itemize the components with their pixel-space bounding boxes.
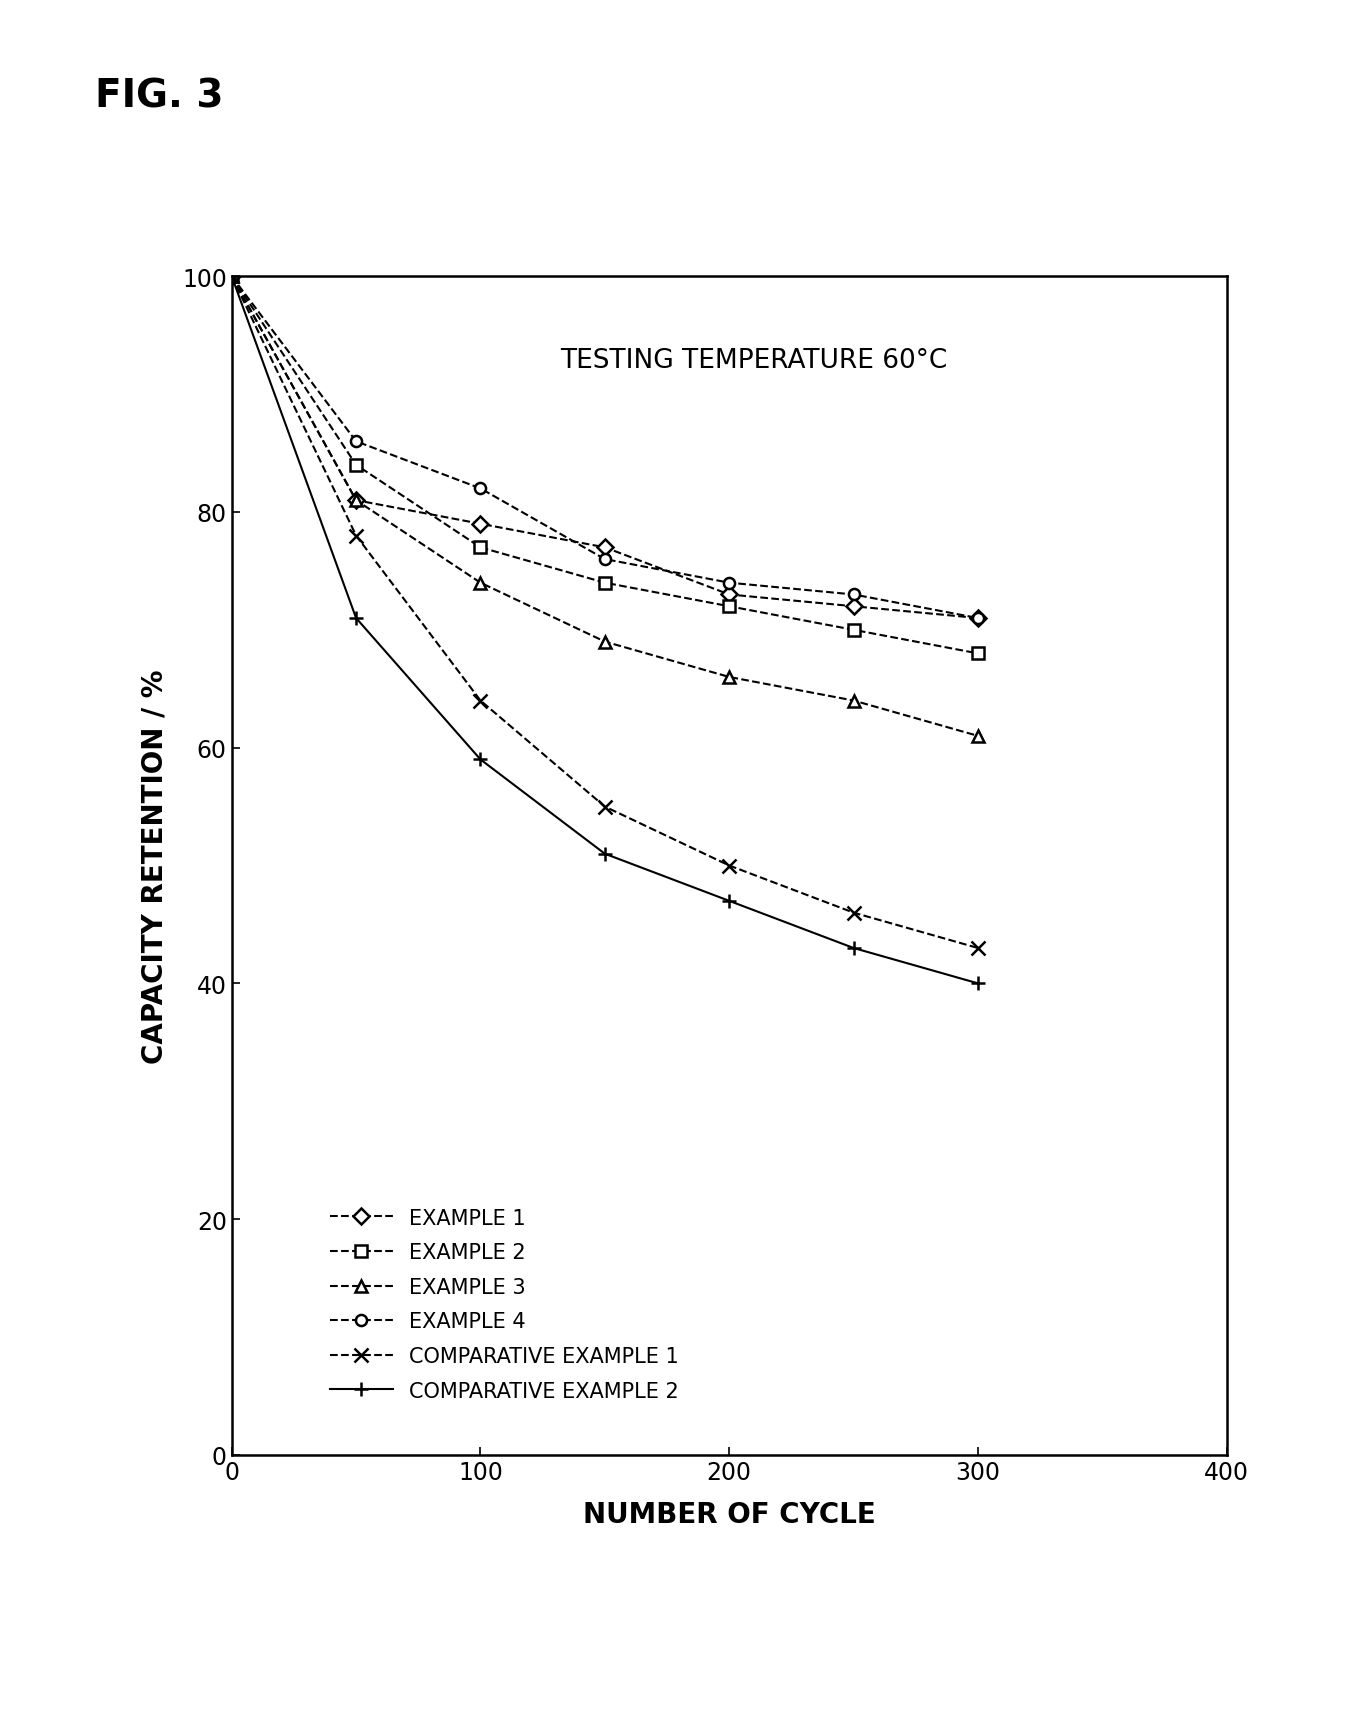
COMPARATIVE EXAMPLE 2	[348, 608, 364, 629]
COMPARATIVE EXAMPLE 2	[970, 973, 987, 994]
EXAMPLE 2	[224, 267, 240, 288]
EXAMPLE 3	[224, 267, 240, 288]
Y-axis label: CAPACITY RETENTION / %: CAPACITY RETENTION / %	[140, 669, 168, 1063]
EXAMPLE 2	[845, 620, 861, 641]
COMPARATIVE EXAMPLE 2	[721, 890, 737, 911]
X-axis label: NUMBER OF CYCLE: NUMBER OF CYCLE	[583, 1500, 875, 1528]
EXAMPLE 1	[348, 490, 364, 511]
EXAMPLE 1	[472, 514, 488, 535]
COMPARATIVE EXAMPLE 1	[970, 939, 987, 960]
EXAMPLE 4	[970, 608, 987, 629]
COMPARATIVE EXAMPLE 2	[597, 843, 613, 864]
EXAMPLE 2	[721, 596, 737, 617]
EXAMPLE 1	[721, 585, 737, 606]
EXAMPLE 1	[845, 596, 861, 617]
Text: TESTING TEMPERATURE 60°C: TESTING TEMPERATURE 60°C	[560, 348, 947, 374]
COMPARATIVE EXAMPLE 1	[597, 797, 613, 818]
Legend: EXAMPLE 1, EXAMPLE 2, EXAMPLE 3, EXAMPLE 4, COMPARATIVE EXAMPLE 1, COMPARATIVE E: EXAMPLE 1, EXAMPLE 2, EXAMPLE 3, EXAMPLE…	[322, 1200, 687, 1410]
EXAMPLE 2	[970, 644, 987, 665]
EXAMPLE 1	[597, 537, 613, 558]
COMPARATIVE EXAMPLE 1	[348, 527, 364, 547]
EXAMPLE 2	[348, 456, 364, 476]
EXAMPLE 4	[224, 267, 240, 288]
COMPARATIVE EXAMPLE 2	[224, 267, 240, 288]
Line: COMPARATIVE EXAMPLE 1: COMPARATIVE EXAMPLE 1	[225, 270, 985, 956]
COMPARATIVE EXAMPLE 1	[845, 902, 861, 923]
EXAMPLE 2	[472, 537, 488, 558]
COMPARATIVE EXAMPLE 1	[224, 267, 240, 288]
Line: COMPARATIVE EXAMPLE 2: COMPARATIVE EXAMPLE 2	[225, 270, 985, 991]
Line: EXAMPLE 2: EXAMPLE 2	[226, 272, 984, 660]
EXAMPLE 4	[348, 431, 364, 452]
Line: EXAMPLE 1: EXAMPLE 1	[226, 272, 984, 624]
COMPARATIVE EXAMPLE 2	[472, 750, 488, 771]
EXAMPLE 4	[472, 478, 488, 499]
EXAMPLE 1	[970, 608, 987, 629]
EXAMPLE 2	[597, 573, 613, 594]
Line: EXAMPLE 3: EXAMPLE 3	[226, 272, 984, 741]
EXAMPLE 4	[721, 573, 737, 594]
COMPARATIVE EXAMPLE 1	[472, 691, 488, 712]
Line: EXAMPLE 4: EXAMPLE 4	[226, 272, 984, 624]
COMPARATIVE EXAMPLE 2	[845, 939, 861, 960]
Text: FIG. 3: FIG. 3	[95, 78, 224, 116]
EXAMPLE 3	[348, 490, 364, 511]
EXAMPLE 3	[472, 573, 488, 594]
EXAMPLE 3	[721, 667, 737, 688]
EXAMPLE 4	[845, 585, 861, 606]
EXAMPLE 4	[597, 549, 613, 570]
EXAMPLE 3	[845, 691, 861, 712]
EXAMPLE 3	[597, 632, 613, 653]
EXAMPLE 1	[224, 267, 240, 288]
COMPARATIVE EXAMPLE 1	[721, 856, 737, 876]
EXAMPLE 3	[970, 726, 987, 746]
